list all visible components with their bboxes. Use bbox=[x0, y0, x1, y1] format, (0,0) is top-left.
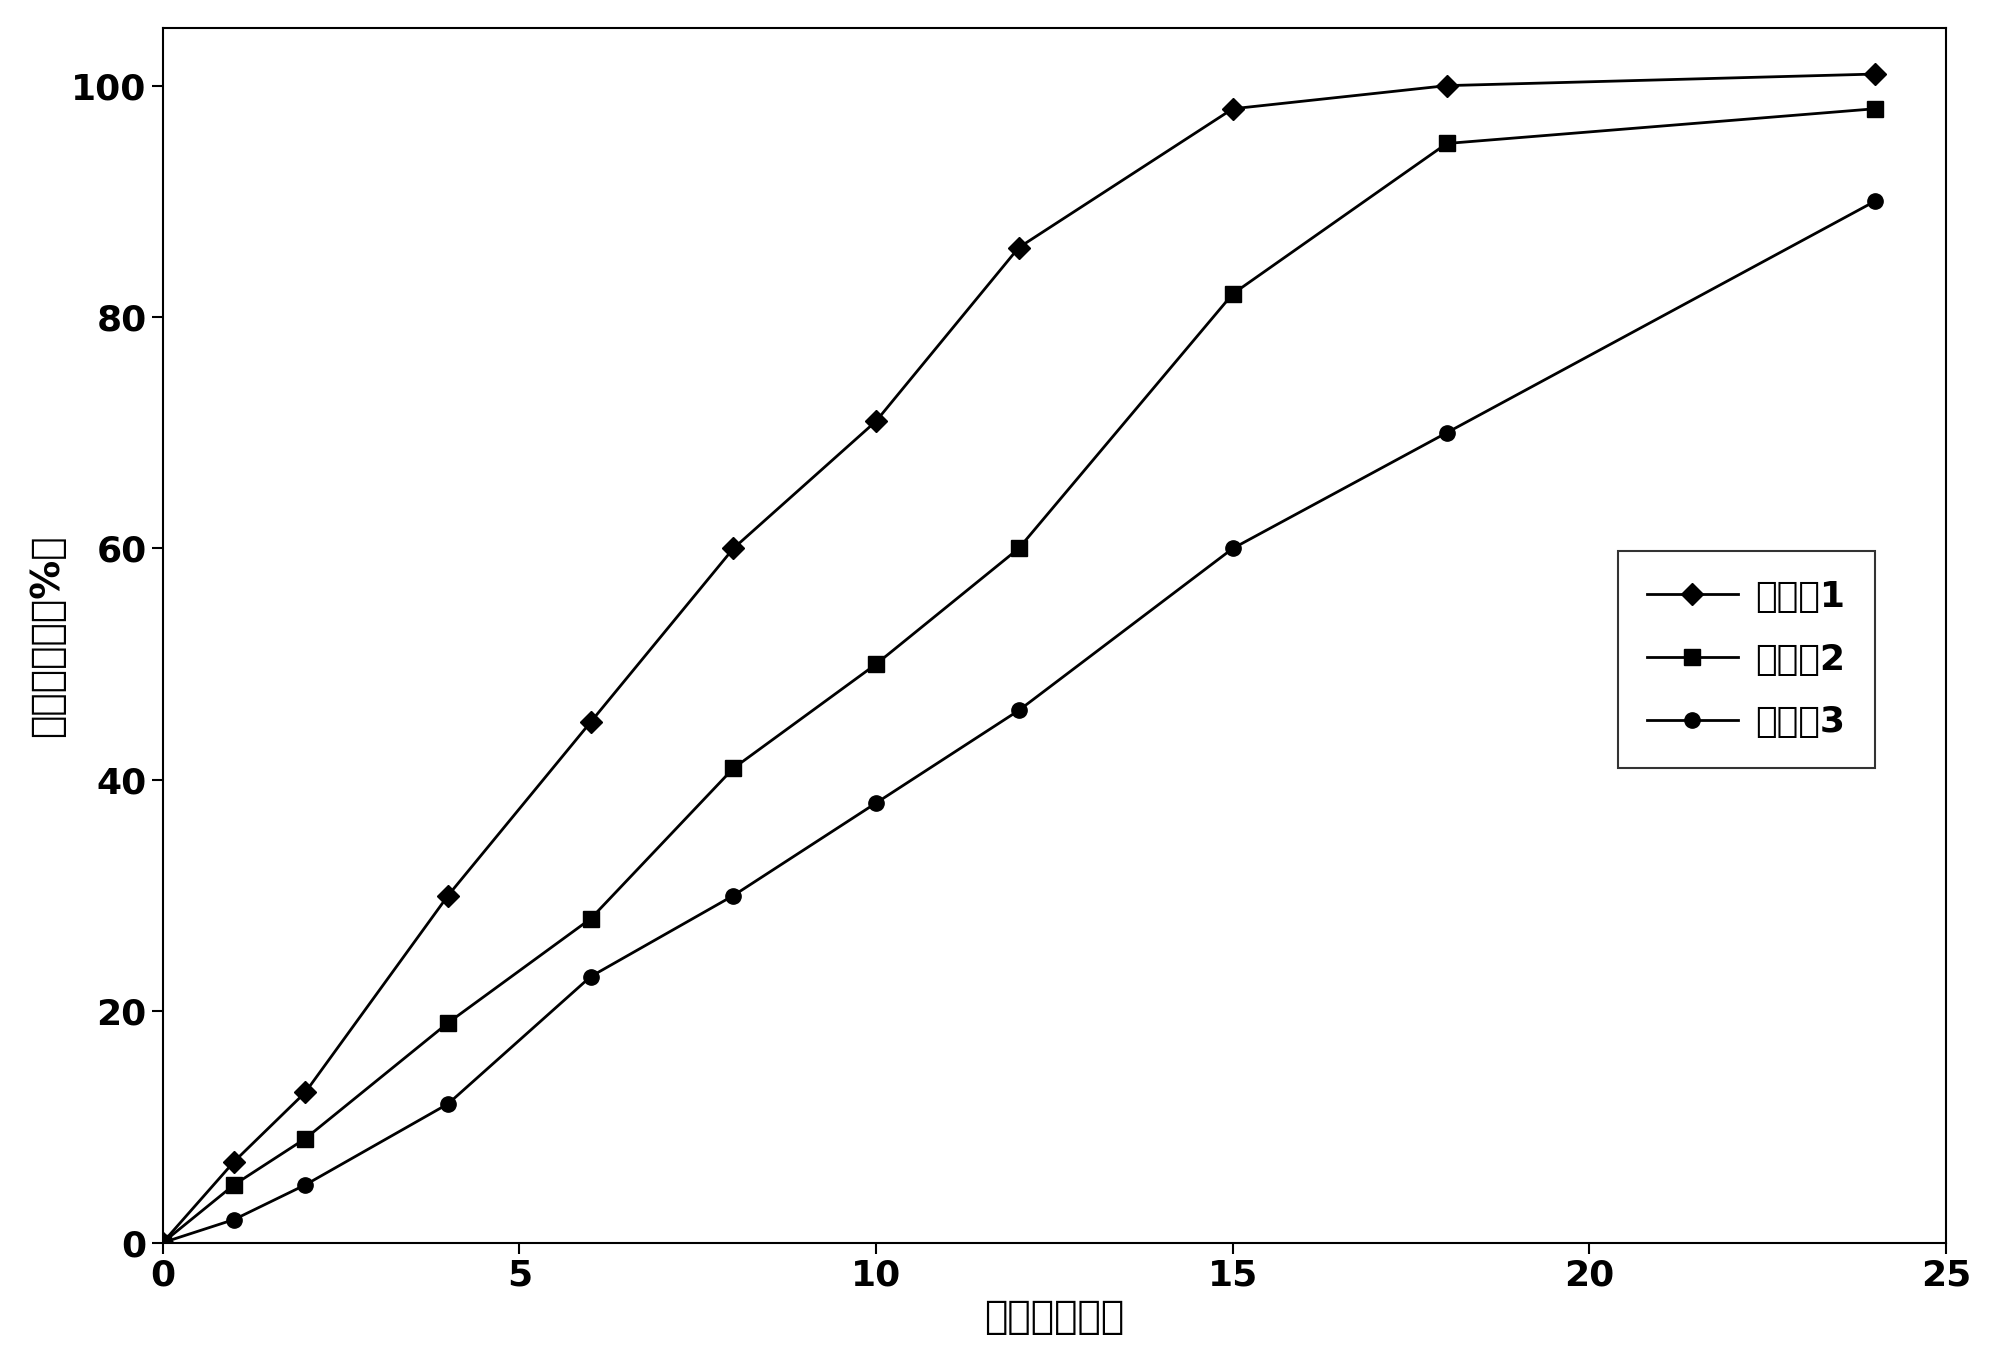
实施例3 bbox=[436, 1095, 460, 1112]
实施例2 bbox=[1435, 135, 1459, 151]
实施例2 bbox=[1862, 101, 1886, 117]
实施例2 bbox=[294, 1131, 318, 1147]
实施例2 bbox=[222, 1177, 246, 1194]
实施例3 bbox=[222, 1211, 246, 1228]
实施例3 bbox=[1435, 424, 1459, 441]
实施例2 bbox=[1221, 285, 1245, 301]
实施例3 bbox=[1007, 702, 1031, 719]
实施例1 bbox=[150, 1234, 174, 1251]
实施例3 bbox=[1862, 194, 1886, 210]
实施例3 bbox=[721, 888, 745, 904]
实施例1 bbox=[863, 413, 887, 430]
实施例1 bbox=[721, 540, 745, 557]
Line: 实施例2: 实施例2 bbox=[156, 101, 1882, 1251]
实施例1 bbox=[1221, 101, 1245, 117]
实施例1 bbox=[294, 1084, 318, 1101]
实施例3 bbox=[1221, 540, 1245, 557]
实施例3 bbox=[150, 1234, 174, 1251]
实施例1 bbox=[222, 1154, 246, 1170]
实施例2 bbox=[1007, 540, 1031, 557]
实施例1 bbox=[1007, 240, 1031, 256]
Line: 实施例1: 实施例1 bbox=[156, 67, 1882, 1251]
实施例3 bbox=[863, 795, 887, 812]
Y-axis label: 殡出百分比（%）: 殡出百分比（%） bbox=[28, 533, 66, 737]
实施例1 bbox=[436, 888, 460, 904]
实施例3 bbox=[577, 968, 601, 985]
X-axis label: 时间（小时）: 时间（小时） bbox=[983, 1299, 1125, 1337]
实施例1 bbox=[1435, 78, 1459, 94]
实施例1 bbox=[1862, 65, 1886, 82]
实施例2 bbox=[721, 760, 745, 776]
实施例2 bbox=[863, 656, 887, 672]
实施例3 bbox=[294, 1177, 318, 1194]
Legend: 实施例1, 实施例2, 实施例3: 实施例1, 实施例2, 实施例3 bbox=[1618, 551, 1874, 768]
实施例2 bbox=[577, 911, 601, 928]
Line: 实施例3: 实施例3 bbox=[156, 194, 1882, 1251]
实施例2 bbox=[150, 1234, 174, 1251]
实施例2 bbox=[436, 1015, 460, 1031]
实施例1 bbox=[577, 713, 601, 730]
